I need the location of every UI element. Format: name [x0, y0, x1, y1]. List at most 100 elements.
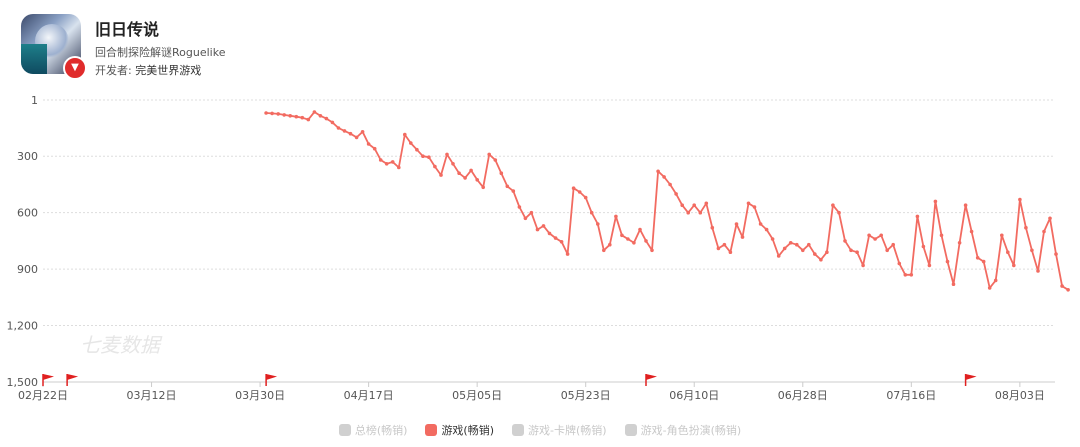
data-point	[1060, 284, 1064, 288]
data-point	[1036, 269, 1040, 273]
data-point	[463, 176, 467, 180]
data-point	[855, 250, 859, 254]
data-point	[686, 210, 690, 215]
data-point	[397, 165, 401, 170]
flag-banner	[965, 374, 977, 380]
flag-banner	[646, 374, 657, 380]
data-point	[1006, 250, 1010, 254]
series-line-game-grossing	[266, 111, 1069, 291]
data-point	[782, 246, 787, 251]
legend-item[interactable]: 游戏-卡牌(畅销)	[512, 420, 607, 440]
data-point	[614, 214, 618, 219]
data-point	[1030, 248, 1034, 253]
legend-swatch	[338, 424, 351, 436]
data-point	[825, 250, 829, 254]
data-point	[885, 248, 889, 253]
legend-item[interactable]: 游戏-角色扮演(畅销)	[624, 420, 741, 440]
data-point	[354, 135, 359, 140]
series-line-group	[264, 110, 1070, 292]
legend: 总榜(畅销) 游戏(畅销) 游戏-卡牌(畅销) 游戏-角色扮演(畅销)	[0, 420, 1080, 440]
x-tick-label: 03月12日	[127, 389, 177, 402]
data-point	[583, 195, 588, 200]
data-point	[541, 224, 546, 228]
developer-name[interactable]: 完美世界游戏	[135, 64, 202, 77]
data-point	[517, 205, 522, 209]
data-point	[849, 248, 853, 253]
data-point	[366, 142, 371, 146]
data-point	[336, 126, 341, 130]
data-point	[752, 205, 757, 209]
data-point	[288, 114, 293, 118]
data-point	[427, 155, 431, 159]
data-point	[909, 273, 914, 277]
data-point	[300, 115, 305, 120]
data-point	[993, 278, 998, 283]
data-point	[318, 114, 323, 118]
data-point	[927, 263, 932, 268]
data-point	[662, 175, 666, 179]
data-point	[867, 233, 871, 238]
legend-swatch	[624, 424, 637, 436]
data-point	[698, 210, 703, 215]
legend-swatch	[512, 424, 525, 436]
event-flags	[42, 374, 977, 386]
data-point	[1048, 216, 1052, 221]
data-point	[481, 185, 486, 190]
app-icon: ▼	[21, 14, 87, 80]
data-point	[837, 210, 841, 215]
data-point	[843, 239, 847, 243]
data-point	[1000, 233, 1004, 238]
data-point	[469, 168, 473, 173]
data-point	[596, 222, 600, 226]
data-point	[921, 244, 926, 249]
data-point	[523, 216, 528, 221]
data-point	[692, 203, 696, 207]
app-title: 旧日传说	[95, 20, 160, 39]
flag-banner	[43, 374, 54, 380]
data-point	[734, 222, 739, 226]
data-point	[433, 164, 437, 169]
flag-banner	[67, 374, 79, 380]
data-point	[306, 117, 311, 122]
x-tick-label: 08月03日	[995, 389, 1045, 402]
data-point	[933, 199, 938, 204]
data-point	[565, 252, 570, 256]
data-point	[963, 203, 968, 207]
data-point	[282, 113, 287, 117]
app-icon-art-hair	[21, 44, 47, 74]
y-tick-label: 1,200	[7, 320, 39, 333]
x-tick-label: 05月23日	[561, 389, 611, 402]
developer-label: 开发者:	[95, 64, 132, 77]
data-point	[813, 252, 817, 256]
event-flag-icon	[265, 374, 278, 386]
legend-item[interactable]: 游戏(畅销)	[425, 420, 494, 440]
y-tick-label: 1	[31, 94, 38, 107]
data-point	[324, 116, 329, 121]
data-point	[945, 259, 950, 264]
data-point	[571, 186, 576, 190]
data-point	[445, 152, 449, 157]
event-flag-icon	[645, 374, 657, 386]
y-tick-label: 600	[17, 207, 38, 220]
data-point	[559, 240, 564, 244]
x-tick-label: 04月17日	[344, 389, 394, 402]
data-point	[342, 129, 347, 133]
data-point	[360, 130, 365, 134]
data-point	[1066, 288, 1070, 292]
data-point	[704, 201, 709, 206]
data-point	[451, 162, 455, 166]
data-point	[1018, 197, 1022, 202]
data-point	[620, 233, 624, 238]
data-point	[807, 242, 811, 247]
app-subtitle: 回合制探险解谜Roguelike	[95, 46, 226, 59]
data-point	[276, 112, 281, 116]
legend-item[interactable]: 总榜(畅销)	[338, 420, 407, 440]
data-point	[987, 286, 992, 290]
legend-label: 游戏-卡牌(畅销)	[528, 424, 607, 437]
x-tick-label: 03月30日	[235, 389, 285, 402]
data-point	[951, 282, 956, 287]
data-point	[378, 158, 383, 162]
data-point	[795, 242, 799, 247]
event-flag-icon	[42, 374, 54, 386]
